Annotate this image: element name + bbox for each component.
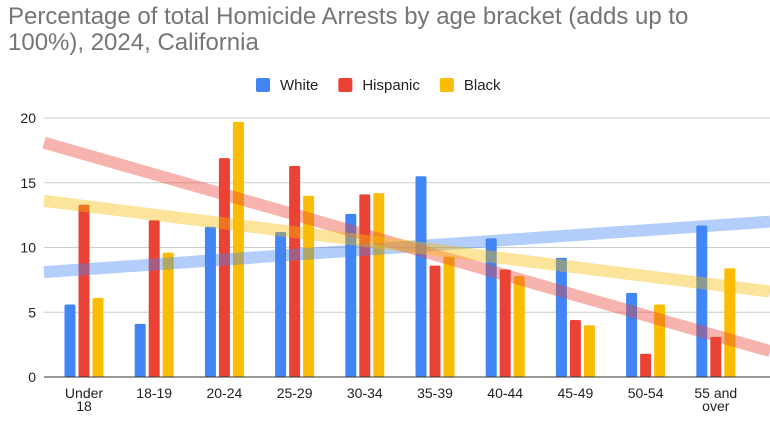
- bar-black: [373, 193, 385, 377]
- bar-black: [654, 304, 666, 377]
- y-tick-label: 20: [20, 110, 36, 126]
- bar-white: [134, 323, 146, 377]
- chart-legend: White Hispanic Black: [256, 77, 501, 94]
- legend-label-white: White: [280, 77, 318, 94]
- legend-swatch-white: [256, 78, 270, 92]
- bar-white: [485, 238, 497, 377]
- bar-black: [583, 325, 595, 377]
- trendline-white: [43, 215, 770, 279]
- x-tick-label: 55 and over: [694, 385, 737, 414]
- bar-black: [513, 275, 525, 377]
- x-tick-label: 50-54: [628, 385, 664, 401]
- trendline-hispanic: [42, 136, 770, 357]
- bar-hispanic: [710, 336, 722, 377]
- x-tick-label: 25-29: [277, 385, 313, 401]
- bar-hispanic: [640, 353, 652, 377]
- legend-label-black: Black: [464, 77, 501, 94]
- bar-black: [92, 298, 104, 377]
- bar-hispanic: [499, 269, 511, 377]
- y-axis-ticks: 0 5 10 15 20: [20, 110, 36, 385]
- bar-hispanic: [289, 165, 301, 377]
- bar-hispanic: [359, 194, 371, 377]
- bar-black: [162, 252, 174, 377]
- x-tick-label: 20-24: [206, 385, 242, 401]
- trendline-black: [43, 194, 770, 298]
- y-tick-label: 0: [28, 369, 36, 385]
- y-tick-label: 10: [20, 240, 36, 256]
- bar-white: [64, 304, 76, 377]
- bar-hispanic: [569, 320, 581, 377]
- legend-swatch-hispanic: [338, 78, 353, 92]
- x-tick-label: 45-49: [557, 385, 593, 401]
- bar-hispanic: [148, 220, 160, 377]
- bar-black: [232, 121, 244, 377]
- bar-hispanic: [429, 265, 441, 377]
- bar-hispanic: [218, 158, 230, 377]
- x-tick-label: 40-44: [487, 385, 523, 401]
- bar-white: [415, 176, 427, 377]
- legend-label-hispanic: Hispanic: [362, 77, 420, 94]
- y-tick-label: 15: [20, 175, 36, 191]
- x-axis-ticks: Under 18 18-19 20-24 25-29 30-34 35-39 40-44 45-…: [65, 385, 737, 414]
- chart-title: Percentage of total Homicide Arrests by …: [8, 3, 689, 56]
- bar-white: [555, 257, 567, 377]
- bar-white: [696, 225, 708, 377]
- x-tick-label: Under 18: [65, 385, 103, 414]
- bar-white: [204, 226, 216, 377]
- bar-black: [724, 268, 736, 377]
- bar-hispanic: [78, 204, 90, 377]
- bar-white: [626, 292, 638, 377]
- bars: [64, 121, 736, 377]
- trendlines: [42, 136, 770, 357]
- bar-black: [443, 256, 455, 377]
- x-tick-label: 30-34: [347, 385, 383, 401]
- bar-white: [345, 213, 357, 377]
- bar-white: [275, 231, 287, 377]
- bar-black: [303, 195, 315, 377]
- y-tick-label: 5: [28, 304, 36, 320]
- x-tick-label: 18-19: [136, 385, 172, 401]
- x-tick-label: 35-39: [417, 385, 453, 401]
- legend-swatch-black: [439, 78, 454, 92]
